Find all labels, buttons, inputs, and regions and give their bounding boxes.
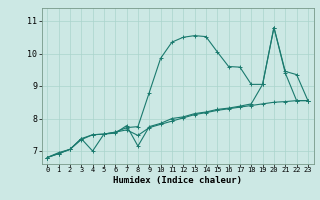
X-axis label: Humidex (Indice chaleur): Humidex (Indice chaleur)	[113, 176, 242, 185]
